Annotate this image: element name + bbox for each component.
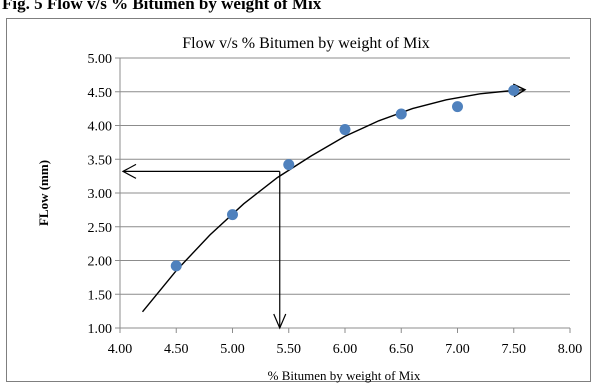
y-axis-title: FLow (mm) [36, 160, 51, 226]
annotation-horizontal-arrowhead [121, 163, 137, 179]
data-point [452, 101, 463, 113]
x-tick-label: 4.00 [108, 342, 133, 357]
x-tick-label: 7.00 [445, 342, 470, 357]
chart-frame [6, 18, 591, 382]
y-tick-label: 4.00 [88, 120, 113, 135]
trendline [141, 83, 527, 313]
x-tick-labels: 4.00 4.50 5.00 5.50 6.00 6.50 7.00 7.50 8.00 [108, 342, 583, 357]
x-tick-label: 8.00 [558, 342, 583, 357]
annotation-vertical-arrowhead [273, 313, 287, 330]
y-tick-labels: 1.00 1.50 2.00 2.50 3.00 3.50 4.00 4.50 5.00 [88, 52, 113, 337]
trendline-arrowhead [512, 83, 527, 98]
annotation-arrows [121, 163, 287, 330]
x-tick-label: 5.00 [220, 342, 245, 357]
x-tick-label: 6.00 [333, 342, 358, 357]
y-tick-label: 5.00 [88, 52, 113, 67]
y-tick-label: 3.50 [88, 153, 113, 168]
caption-strip: Fig. 5 Flow v/s % Bitumen by weight of M… [0, 0, 595, 16]
data-point [283, 159, 295, 171]
data-point [508, 84, 520, 96]
y-tick-label: 4.50 [88, 86, 113, 101]
y-tick-label: 2.50 [88, 221, 113, 236]
x-axis-title: % Bitumen by weight of Mix [268, 368, 421, 383]
gridlines [120, 57, 570, 329]
figure-caption: Fig. 5 Flow v/s % Bitumen by weight of M… [2, 0, 322, 13]
y-tick-label: 3.00 [88, 187, 113, 202]
axes [115, 57, 571, 333]
data-points [170, 84, 520, 272]
chart-title: Flow v/s % Bitumen by weight of Mix [182, 35, 430, 52]
data-point [170, 260, 182, 272]
data-point [227, 209, 238, 221]
x-tick-label: 5.50 [277, 342, 302, 357]
y-tick-label: 2.00 [88, 255, 113, 270]
x-tick-label: 4.50 [164, 342, 189, 357]
x-tick-label: 7.50 [502, 342, 527, 357]
data-point [395, 108, 407, 120]
y-tick-label: 1.00 [88, 322, 113, 337]
trendline-curve [141, 89, 526, 313]
x-tick-label: 6.50 [389, 342, 414, 357]
data-point [339, 124, 351, 136]
y-tick-label: 1.50 [88, 288, 113, 303]
